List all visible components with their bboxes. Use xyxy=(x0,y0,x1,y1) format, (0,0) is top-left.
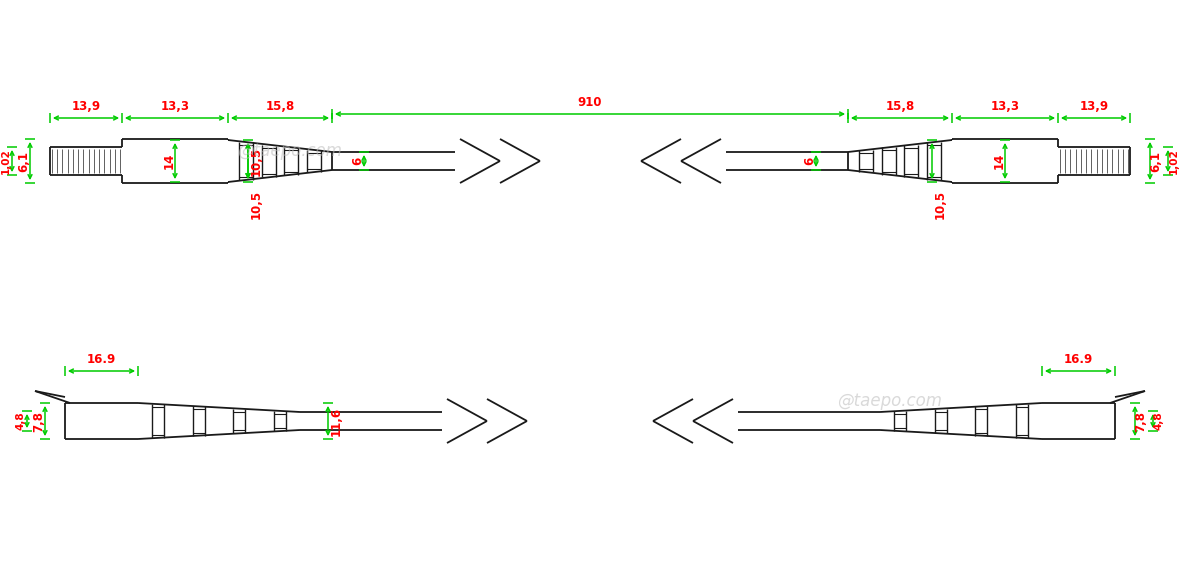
Text: @taepo.com: @taepo.com xyxy=(237,142,342,160)
Text: 16.9: 16.9 xyxy=(1064,353,1093,366)
Text: 11,6: 11,6 xyxy=(329,407,342,435)
Text: 16.9: 16.9 xyxy=(87,353,116,366)
Text: 10,5: 10,5 xyxy=(249,146,262,176)
Text: 14: 14 xyxy=(992,153,1005,169)
Text: 13,9: 13,9 xyxy=(1080,100,1108,113)
Text: 4,8: 4,8 xyxy=(17,412,26,430)
Text: 13,3: 13,3 xyxy=(160,100,190,113)
Text: 1,02: 1,02 xyxy=(1169,148,1179,174)
Text: 6,1: 6,1 xyxy=(1149,150,1162,172)
Text: 10,5: 10,5 xyxy=(249,190,262,219)
Text: 14: 14 xyxy=(163,153,176,169)
Text: 10,5: 10,5 xyxy=(933,190,946,219)
Text: 6,1: 6,1 xyxy=(18,150,31,172)
Text: 4,8: 4,8 xyxy=(1154,412,1163,430)
Text: 6: 6 xyxy=(804,157,817,165)
Text: 13,3: 13,3 xyxy=(990,100,1020,113)
Text: 15,8: 15,8 xyxy=(885,100,914,113)
Text: 13,9: 13,9 xyxy=(72,100,100,113)
Text: 15,8: 15,8 xyxy=(266,100,295,113)
Text: 7,8: 7,8 xyxy=(33,411,46,431)
Text: 910: 910 xyxy=(578,96,602,109)
Text: @taepo.com: @taepo.com xyxy=(838,392,943,410)
Text: 1,02: 1,02 xyxy=(1,148,11,174)
Text: 6: 6 xyxy=(352,157,365,165)
Text: 7,8: 7,8 xyxy=(1134,411,1147,431)
